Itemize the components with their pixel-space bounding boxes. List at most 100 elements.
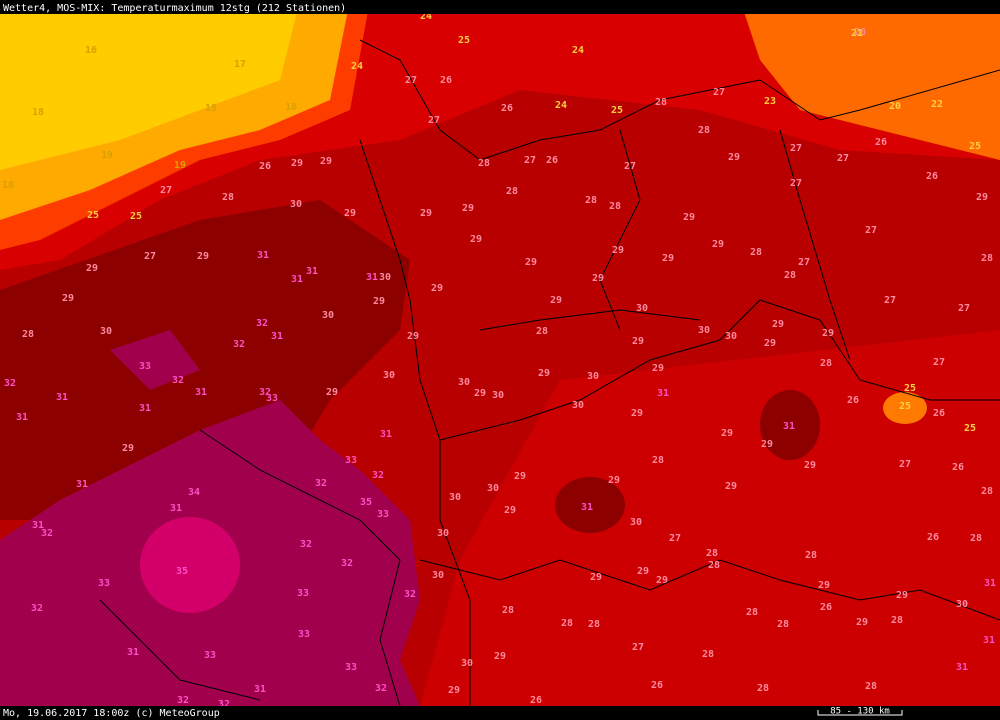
station-value: 26 <box>952 462 964 473</box>
station-value: 18 <box>2 180 14 191</box>
station-value: 28 <box>750 247 762 258</box>
station-value: 31 <box>32 520 44 531</box>
field-maroon <box>0 200 410 520</box>
station-value: 26 <box>854 27 866 38</box>
station-value: 29 <box>373 296 385 307</box>
field-northwest-yellow <box>0 0 300 170</box>
station-value: 29 <box>590 572 602 583</box>
station-value: 27 <box>933 357 945 368</box>
station-value: 30 <box>572 400 584 411</box>
station-value: 29 <box>683 212 695 223</box>
station-value: 32 <box>404 589 416 600</box>
station-value: 29 <box>407 331 419 342</box>
station-value: 24 <box>572 45 584 56</box>
station-value: 29 <box>122 443 134 454</box>
station-value: 27 <box>669 533 681 544</box>
station-value: 28 <box>981 486 993 497</box>
station-value: 30 <box>383 370 395 381</box>
station-value: 31 <box>291 274 303 285</box>
station-value: 30 <box>636 303 648 314</box>
station-value: 26 <box>530 695 542 706</box>
station-value: 29 <box>818 580 830 591</box>
station-value: 29 <box>550 295 562 306</box>
station-value: 27 <box>899 459 911 470</box>
header-bar <box>0 0 1000 14</box>
station-value: 29 <box>431 283 443 294</box>
station-value: 25 <box>458 35 470 46</box>
station-value: 28 <box>865 681 877 692</box>
station-value: 32 <box>256 318 268 329</box>
station-value: 29 <box>197 251 209 262</box>
station-value: 28 <box>506 186 518 197</box>
station-value: 29 <box>470 234 482 245</box>
field-hot <box>140 517 240 613</box>
station-value: 29 <box>448 685 460 696</box>
field-spot <box>883 392 927 424</box>
station-value: 28 <box>706 548 718 559</box>
station-value: 29 <box>525 257 537 268</box>
station-value: 24 <box>351 61 363 72</box>
station-value: 29 <box>652 363 664 374</box>
station-value: 31 <box>76 479 88 490</box>
station-value: 32 <box>259 387 271 398</box>
station-value: 31 <box>366 272 378 283</box>
station-value: 31 <box>16 412 28 423</box>
station-value: 28 <box>970 533 982 544</box>
station-value: 31 <box>657 388 669 399</box>
station-value: 31 <box>56 392 68 403</box>
station-value: 29 <box>662 253 674 264</box>
station-value: 29 <box>344 208 356 219</box>
station-value: 27 <box>884 295 896 306</box>
station-value: 28 <box>891 615 903 626</box>
station-value: 29 <box>320 156 332 167</box>
station-value: 31 <box>127 647 139 658</box>
station-value: 31 <box>195 387 207 398</box>
station-value: 33 <box>345 662 357 673</box>
station-value: 32 <box>41 528 53 539</box>
station-value: 19 <box>101 150 113 161</box>
station-value: 32 <box>300 539 312 550</box>
station-value: 29 <box>712 239 724 250</box>
station-value: 29 <box>62 293 74 304</box>
station-value: 28 <box>805 550 817 561</box>
station-value: 29 <box>420 208 432 219</box>
footer-bar <box>0 706 1000 720</box>
station-value: 33 <box>345 455 357 466</box>
station-value: 33 <box>377 509 389 520</box>
station-value: 26 <box>926 171 938 182</box>
station-value: 31 <box>984 578 996 589</box>
station-value: 32 <box>4 378 16 389</box>
station-value: 26 <box>259 161 271 172</box>
station-value: 25 <box>130 211 142 222</box>
station-value: 27 <box>144 251 156 262</box>
station-value: 27 <box>790 143 802 154</box>
station-value: 28 <box>784 270 796 281</box>
station-value: 26 <box>933 408 945 419</box>
station-value: 30 <box>322 310 334 321</box>
station-value: 27 <box>790 178 802 189</box>
station-value: 29 <box>632 336 644 347</box>
station-value: 27 <box>958 303 970 314</box>
station-value: 29 <box>504 505 516 516</box>
station-value: 28 <box>588 619 600 630</box>
station-value: 30 <box>492 390 504 401</box>
station-value: 28 <box>777 619 789 630</box>
station-value: 25 <box>611 105 623 116</box>
station-value: 28 <box>22 329 34 340</box>
station-value: 29 <box>494 651 506 662</box>
station-value: 26 <box>927 532 939 543</box>
station-value: 27 <box>865 225 877 236</box>
station-value: 28 <box>609 201 621 212</box>
station-value: 30 <box>437 528 449 539</box>
station-value: 33 <box>298 629 310 640</box>
station-value: 29 <box>462 203 474 214</box>
station-value: 26 <box>875 137 887 148</box>
station-value: 29 <box>291 158 303 169</box>
station-value: 31 <box>271 331 283 342</box>
header-title: Wetter4, MOS-MIX: Temperaturmaximum 12st… <box>3 3 346 14</box>
station-value: 25 <box>87 210 99 221</box>
station-value: 24 <box>555 100 567 111</box>
borders <box>99 39 1000 707</box>
station-value: 33 <box>266 393 278 404</box>
station-value: 28 <box>702 649 714 660</box>
